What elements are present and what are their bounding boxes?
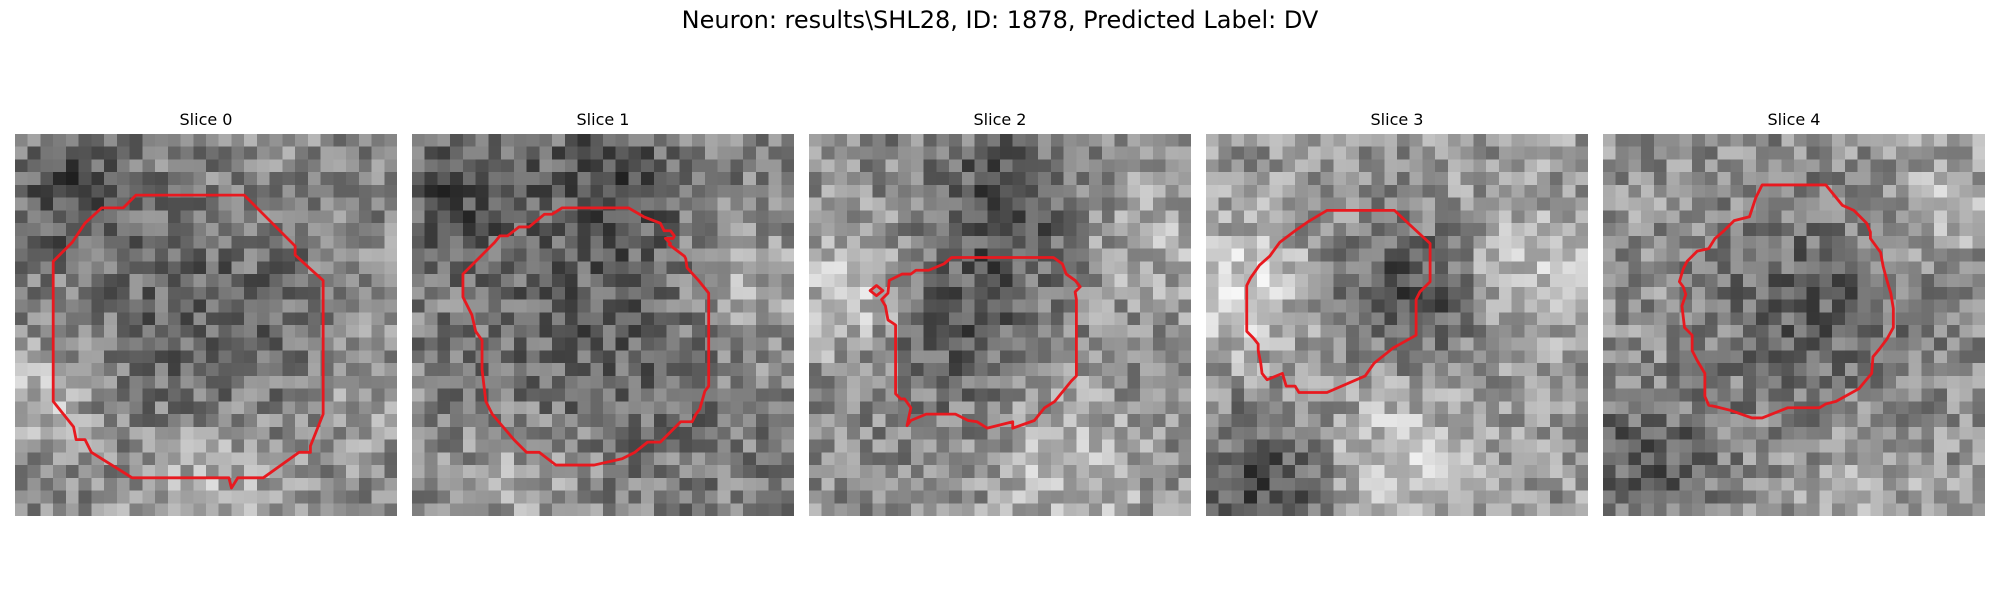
slice-panel-0: Slice 0 xyxy=(15,108,397,516)
slice-image xyxy=(15,134,397,516)
cell-contour xyxy=(1245,208,1432,394)
cell-contour xyxy=(461,206,711,467)
slice-pixels xyxy=(1603,134,1985,516)
slice-title: Slice 3 xyxy=(1370,110,1424,129)
slice-panel-4: Slice 4 xyxy=(1603,108,1985,516)
slice-image xyxy=(809,134,1191,516)
slice-title: Slice 1 xyxy=(576,110,630,129)
slice-image xyxy=(1206,134,1588,516)
slice-image xyxy=(1603,134,1985,516)
slice-title: Slice 2 xyxy=(973,110,1027,129)
slice-image xyxy=(412,134,794,516)
slice-pixels xyxy=(1206,134,1588,516)
cell-contour xyxy=(1677,183,1895,420)
cell-contour xyxy=(51,193,325,490)
slice-panel-2: Slice 2 xyxy=(809,108,1191,516)
cell-contour xyxy=(868,256,1082,430)
slice-pixels xyxy=(809,134,1191,516)
slice-pixels xyxy=(412,134,794,516)
slice-pixels xyxy=(15,134,397,516)
slice-title: Slice 0 xyxy=(179,110,233,129)
slice-panel-3: Slice 3 xyxy=(1206,108,1588,516)
figure-title: Neuron: results\SHL28, ID: 1878, Predict… xyxy=(681,6,1319,34)
slice-panel-1: Slice 1 xyxy=(412,108,794,516)
slice-title: Slice 4 xyxy=(1767,110,1821,129)
